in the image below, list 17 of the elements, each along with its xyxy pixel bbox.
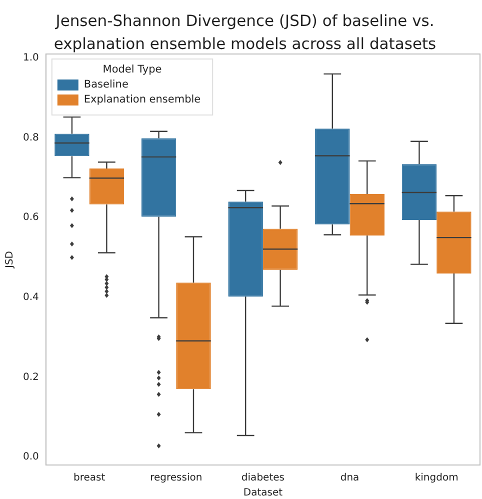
x-tick-label: breast bbox=[73, 472, 106, 484]
x-tick-label: regression bbox=[150, 472, 202, 484]
y-tick-label: 0.4 bbox=[22, 292, 39, 303]
y-tick-label: 1.0 bbox=[22, 52, 39, 64]
x-tick-label: dna bbox=[340, 472, 360, 484]
y-axis-title: JSD bbox=[4, 250, 16, 269]
chart-title: Jensen-Shannon Divergence (JSD) of baseline vs. explanation ensemble models across all datasets bbox=[54, 12, 436, 53]
x-axis-title: Dataset bbox=[243, 488, 283, 499]
y-tick-label: 0.6 bbox=[22, 212, 39, 224]
y-tick-label: 0.2 bbox=[22, 372, 39, 383]
y-tick-label: 0.0 bbox=[22, 452, 39, 463]
y-tick-label: 0.8 bbox=[22, 132, 39, 144]
legend-label: Baseline bbox=[84, 78, 128, 91]
x-tick-label: kingdom bbox=[414, 472, 458, 484]
legend-title: Model Type bbox=[102, 64, 162, 76]
legend-label: Explanation ensemble bbox=[84, 94, 201, 106]
x-tick-label: diabetes bbox=[241, 472, 284, 484]
